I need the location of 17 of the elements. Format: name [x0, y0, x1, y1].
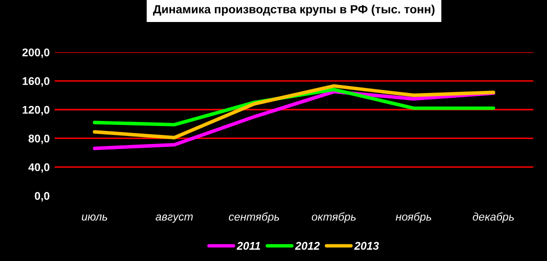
line-series — [92, 84, 496, 140]
y-tick-label: 120,0 — [22, 106, 50, 116]
x-tick-label: сентябрь — [228, 212, 280, 223]
x-tick-label: ноябрь — [396, 212, 432, 223]
chart-title: Динамика производства крупы в РФ (тыс. тонн) — [153, 4, 434, 16]
y-tick-label: 200,0 — [22, 48, 50, 58]
y-tick-label: 80,0 — [28, 134, 50, 144]
x-tick-label: август — [156, 214, 193, 223]
legend-label: 2011 — [236, 242, 260, 250]
x-tick-label: июль — [82, 214, 108, 221]
legend-label: 2012 — [294, 242, 320, 250]
x-tick-label: декабрь — [472, 212, 514, 223]
x-tick-label: октябрь — [312, 212, 356, 223]
y-tick-label: 40,0 — [28, 163, 50, 173]
legend-label: 2013 — [354, 242, 379, 250]
y-tick-label: 160,0 — [22, 77, 50, 87]
y-tick-label: 0,0 — [34, 192, 50, 202]
